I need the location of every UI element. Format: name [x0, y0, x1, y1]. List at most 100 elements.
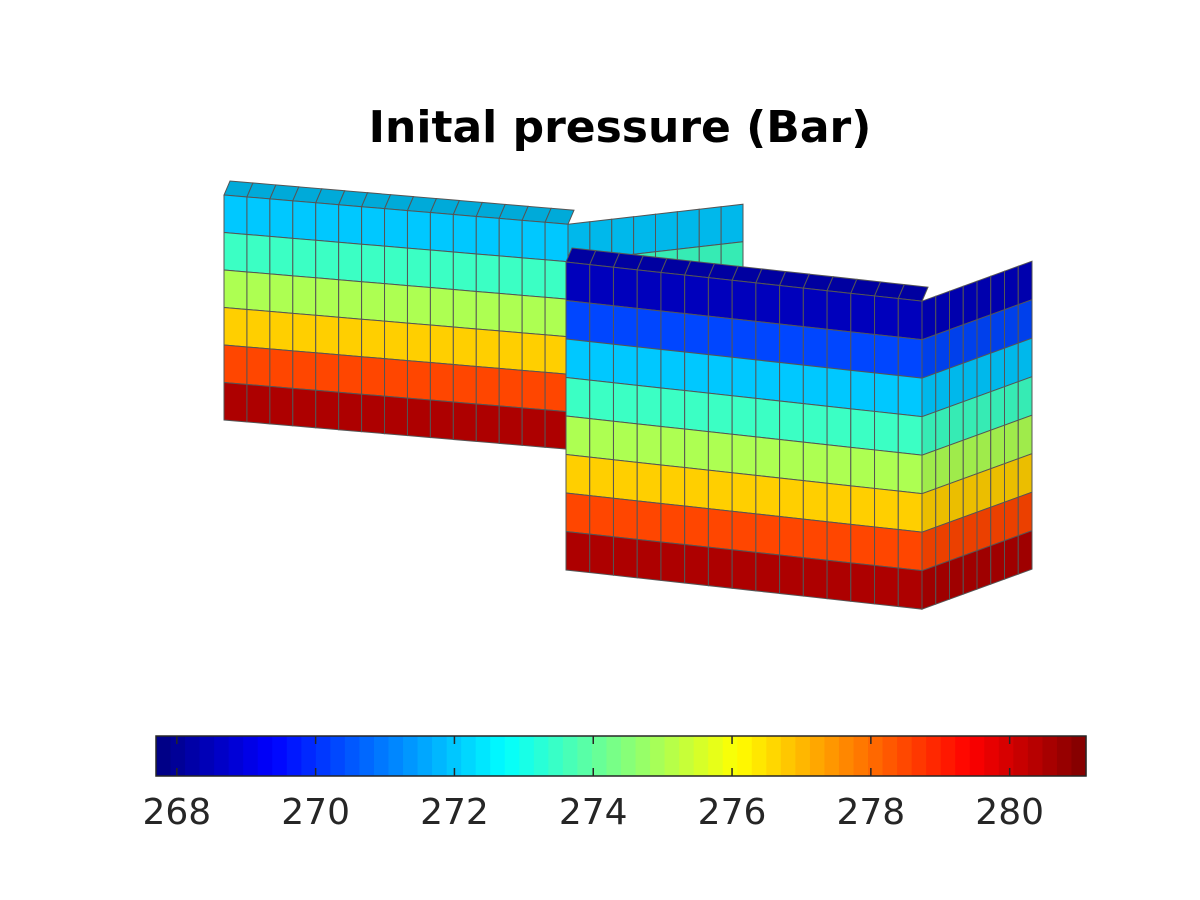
grid-cell: [731, 279, 757, 322]
grid-cell: [429, 211, 454, 253]
grid-cell: [612, 266, 638, 309]
colorbar-swatch: [344, 736, 361, 776]
grid-cell: [429, 324, 454, 366]
grid-cell: [636, 538, 662, 582]
grid-cell: [707, 431, 733, 474]
grid-cell-side: [976, 352, 992, 398]
colorbar-swatch: [809, 736, 826, 776]
grid-cell: [874, 295, 899, 338]
colorbar-swatch: [577, 736, 593, 776]
grid-cell: [707, 546, 733, 589]
colorbar-swatch: [373, 736, 390, 776]
grid-cell: [897, 336, 923, 379]
grid-cell: [755, 551, 781, 595]
colorbar-swatch: [853, 736, 869, 776]
grid-cell: [612, 459, 638, 502]
grid-cell: [292, 200, 317, 241]
colorbar-swatch: [461, 736, 477, 776]
grid-cell: [779, 323, 804, 366]
grid-cell: [612, 497, 638, 540]
grid-cell: [636, 500, 662, 543]
colorbar-swatch: [243, 736, 259, 776]
grid-cell: [521, 332, 546, 373]
grid-cell-side: [633, 213, 656, 255]
grid-cell: [475, 403, 500, 444]
colorbar-swatch: [722, 736, 738, 776]
grid-cell: [826, 290, 852, 333]
grid-cell: [292, 350, 317, 391]
chart-title: Inital pressure (Bar): [369, 102, 872, 153]
grid-cell: [452, 288, 477, 330]
colorbar-tick-label: 270: [281, 792, 350, 833]
grid-cell: [589, 456, 614, 499]
grid-cell: [452, 251, 477, 292]
colorbar-swatch: [403, 736, 419, 776]
grid-cell: [429, 249, 454, 291]
grid-cell: [660, 348, 686, 392]
grid-cell: [897, 490, 923, 533]
colorbar-swatch: [969, 736, 985, 776]
colorbar-swatch: [650, 736, 666, 776]
grid-cell-side: [1004, 457, 1019, 503]
colorbar-swatch: [562, 736, 579, 776]
grid-cell: [338, 316, 363, 358]
grid-cell: [684, 389, 709, 433]
colorbar-swatch: [868, 736, 884, 776]
grid-cell: [384, 395, 408, 437]
grid-cell: [779, 284, 804, 328]
grid-cell-side: [921, 526, 937, 572]
colorbar-swatch: [984, 736, 1000, 776]
grid-cell: [802, 326, 828, 369]
colorbar-swatch: [795, 736, 811, 776]
grid-cell: [589, 341, 614, 384]
grid-cell: [707, 469, 733, 512]
grid-cell: [874, 372, 899, 415]
grid-cell: [521, 407, 546, 448]
grid-cell: [589, 495, 614, 538]
grid-cell: [684, 351, 709, 394]
grid-cell-side: [949, 554, 964, 600]
grid-cell: [565, 415, 591, 458]
grid-cell: [223, 381, 248, 423]
grid-cell: [850, 562, 876, 605]
grid-cell: [636, 269, 662, 312]
grid-cell: [802, 441, 828, 484]
grid-cell: [802, 403, 828, 446]
grid-cell: [779, 438, 804, 482]
grid-cell: [660, 310, 686, 353]
grid-cell-side: [949, 285, 964, 331]
grid-cell-side: [990, 385, 1005, 431]
colorbar-swatch: [708, 736, 724, 776]
colorbar-swatch: [926, 736, 942, 776]
grid-cell: [315, 202, 340, 243]
colorbar-swatch: [693, 736, 709, 776]
grid-cell-side: [921, 449, 937, 495]
grid-cell: [660, 425, 686, 469]
grid-cell: [826, 328, 852, 371]
colorbar: 268 270 272 274 276 278 280: [142, 735, 1087, 833]
grid-cell: [874, 449, 899, 492]
colorbar-swatch: [170, 736, 186, 776]
grid-cell: [589, 264, 614, 307]
grid-cell-side: [921, 410, 937, 456]
grid-cell: [636, 307, 662, 351]
grid-cell: [475, 328, 500, 369]
grid-cell: [565, 376, 591, 420]
grid-cell-side: [1017, 452, 1033, 498]
grid-cell-side: [976, 467, 992, 513]
colorbar-swatch: [199, 736, 215, 776]
grid-cell: [874, 487, 899, 531]
colorbar-swatch: [359, 736, 375, 776]
grid-cell: [452, 363, 477, 405]
grid-cell: [802, 364, 828, 407]
grid-cell: [850, 485, 876, 528]
grid-cell-side: [935, 290, 950, 336]
grid-cell-side: [976, 313, 992, 359]
grid-cell: [636, 384, 662, 428]
grid-cell: [269, 385, 294, 427]
grid-cell: [361, 206, 386, 247]
grid-cell-side: [1004, 496, 1019, 542]
grid-cell: [874, 410, 899, 454]
grid-cell-side: [976, 390, 992, 436]
